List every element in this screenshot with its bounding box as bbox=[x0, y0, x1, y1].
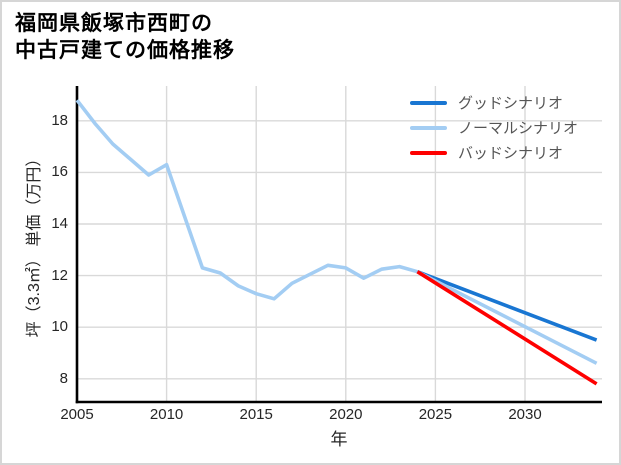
x-tick-label: 2030 bbox=[508, 406, 542, 423]
series-line-bad bbox=[416, 270, 598, 386]
legend: グッドシナリオ ノーマルシナリオ バッドシナリオ bbox=[410, 90, 578, 165]
chart-title-line2: 中古戸建ての価格推移 bbox=[15, 39, 235, 62]
legend-item-normal: ノーマルシナリオ bbox=[410, 115, 578, 140]
x-tick-label: 2020 bbox=[329, 406, 363, 423]
series-line-normal bbox=[416, 270, 598, 365]
x-tick-label: 2015 bbox=[239, 406, 273, 423]
y-tick-label: 14 bbox=[51, 215, 68, 232]
legend-item-good: グッドシナリオ bbox=[410, 90, 578, 115]
legend-line-icon bbox=[410, 125, 447, 130]
series-lines bbox=[75, 99, 598, 386]
y-tick-label: 8 bbox=[59, 369, 68, 387]
x-axis-label: 年 bbox=[330, 430, 348, 449]
y-tick-label: 12 bbox=[51, 266, 68, 284]
gridlines bbox=[76, 86, 602, 402]
legend-label: ノーマルシナリオ bbox=[458, 120, 579, 137]
chart-title: 福岡県飯塚市西町の 中古戸建ての価格推移 bbox=[15, 10, 235, 64]
x-tick-label: 2010 bbox=[149, 406, 184, 423]
legend-label: バッドシナリオ bbox=[458, 145, 564, 162]
series-line-good bbox=[416, 270, 598, 342]
x-tick-label: 2005 bbox=[60, 406, 94, 423]
legend-line-icon bbox=[410, 100, 447, 105]
series-line-history bbox=[75, 99, 418, 301]
y-tick-label: 16 bbox=[51, 163, 68, 181]
y-tick-label: 10 bbox=[51, 318, 68, 336]
y-tick-label: 18 bbox=[51, 111, 68, 129]
x-tick-label: 2025 bbox=[418, 406, 453, 423]
legend-item-bad: バッドシナリオ bbox=[410, 140, 578, 165]
axis-spines bbox=[75, 86, 602, 404]
chart-title-line1: 福岡県飯塚市西町の bbox=[15, 12, 213, 35]
legend-label: グッドシナリオ bbox=[458, 95, 564, 112]
legend-line-icon bbox=[410, 150, 447, 155]
y-axis-label: 坪（3.3㎡） 単価（万円） bbox=[26, 150, 43, 338]
